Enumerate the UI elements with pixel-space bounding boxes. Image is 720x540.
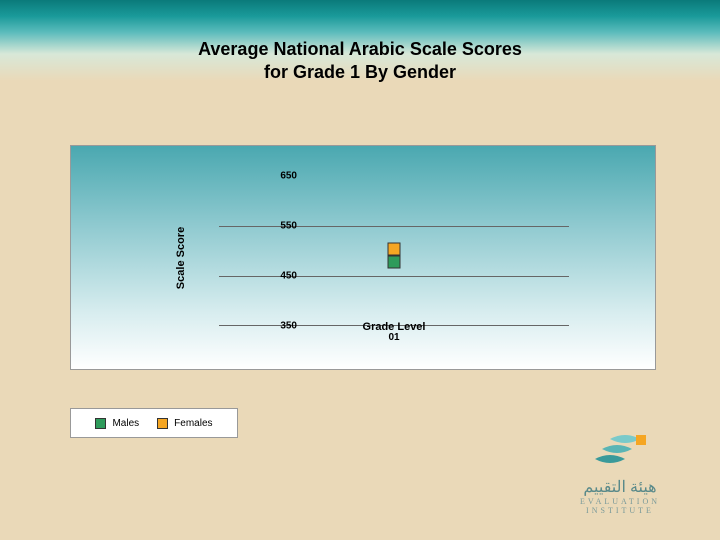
- y-tick-label: 450: [257, 271, 297, 282]
- logo-graphic: [590, 429, 650, 473]
- legend-label: Males: [112, 418, 139, 429]
- y-tick-label: 350: [257, 321, 297, 332]
- logo-text-arabic: هيئة التقييم: [550, 477, 690, 497]
- chart-plot-area: 01: [219, 176, 569, 326]
- legend-swatch: [95, 418, 106, 429]
- legend: Males Females: [70, 408, 238, 438]
- legend-label: Females: [174, 418, 212, 429]
- legend-swatch: [157, 418, 168, 429]
- y-tick-label: 550: [257, 221, 297, 232]
- slide: Average National Arabic Scale Scores for…: [0, 0, 720, 540]
- legend-item: Males: [95, 418, 139, 429]
- chart-panel: Scale Score 01 Grade Level 350 450 550 650: [70, 145, 656, 370]
- legend-item: Females: [157, 418, 212, 429]
- logo-text-english: EVALUATION INSTITUTE: [550, 497, 690, 515]
- footer-logo: هيئة التقييم EVALUATION INSTITUTE: [550, 429, 690, 515]
- x-axis-label: Grade Level: [363, 321, 426, 333]
- x-tick-label: 01: [374, 332, 414, 343]
- title-line-1: Average National Arabic Scale Scores: [0, 38, 720, 61]
- slide-title: Average National Arabic Scale Scores for…: [0, 38, 720, 85]
- y-tick-label: 650: [257, 171, 297, 182]
- data-marker-females: [388, 242, 401, 255]
- data-marker-males: [388, 256, 401, 269]
- y-axis-label: Scale Score: [175, 226, 187, 288]
- title-line-2: for Grade 1 By Gender: [0, 61, 720, 84]
